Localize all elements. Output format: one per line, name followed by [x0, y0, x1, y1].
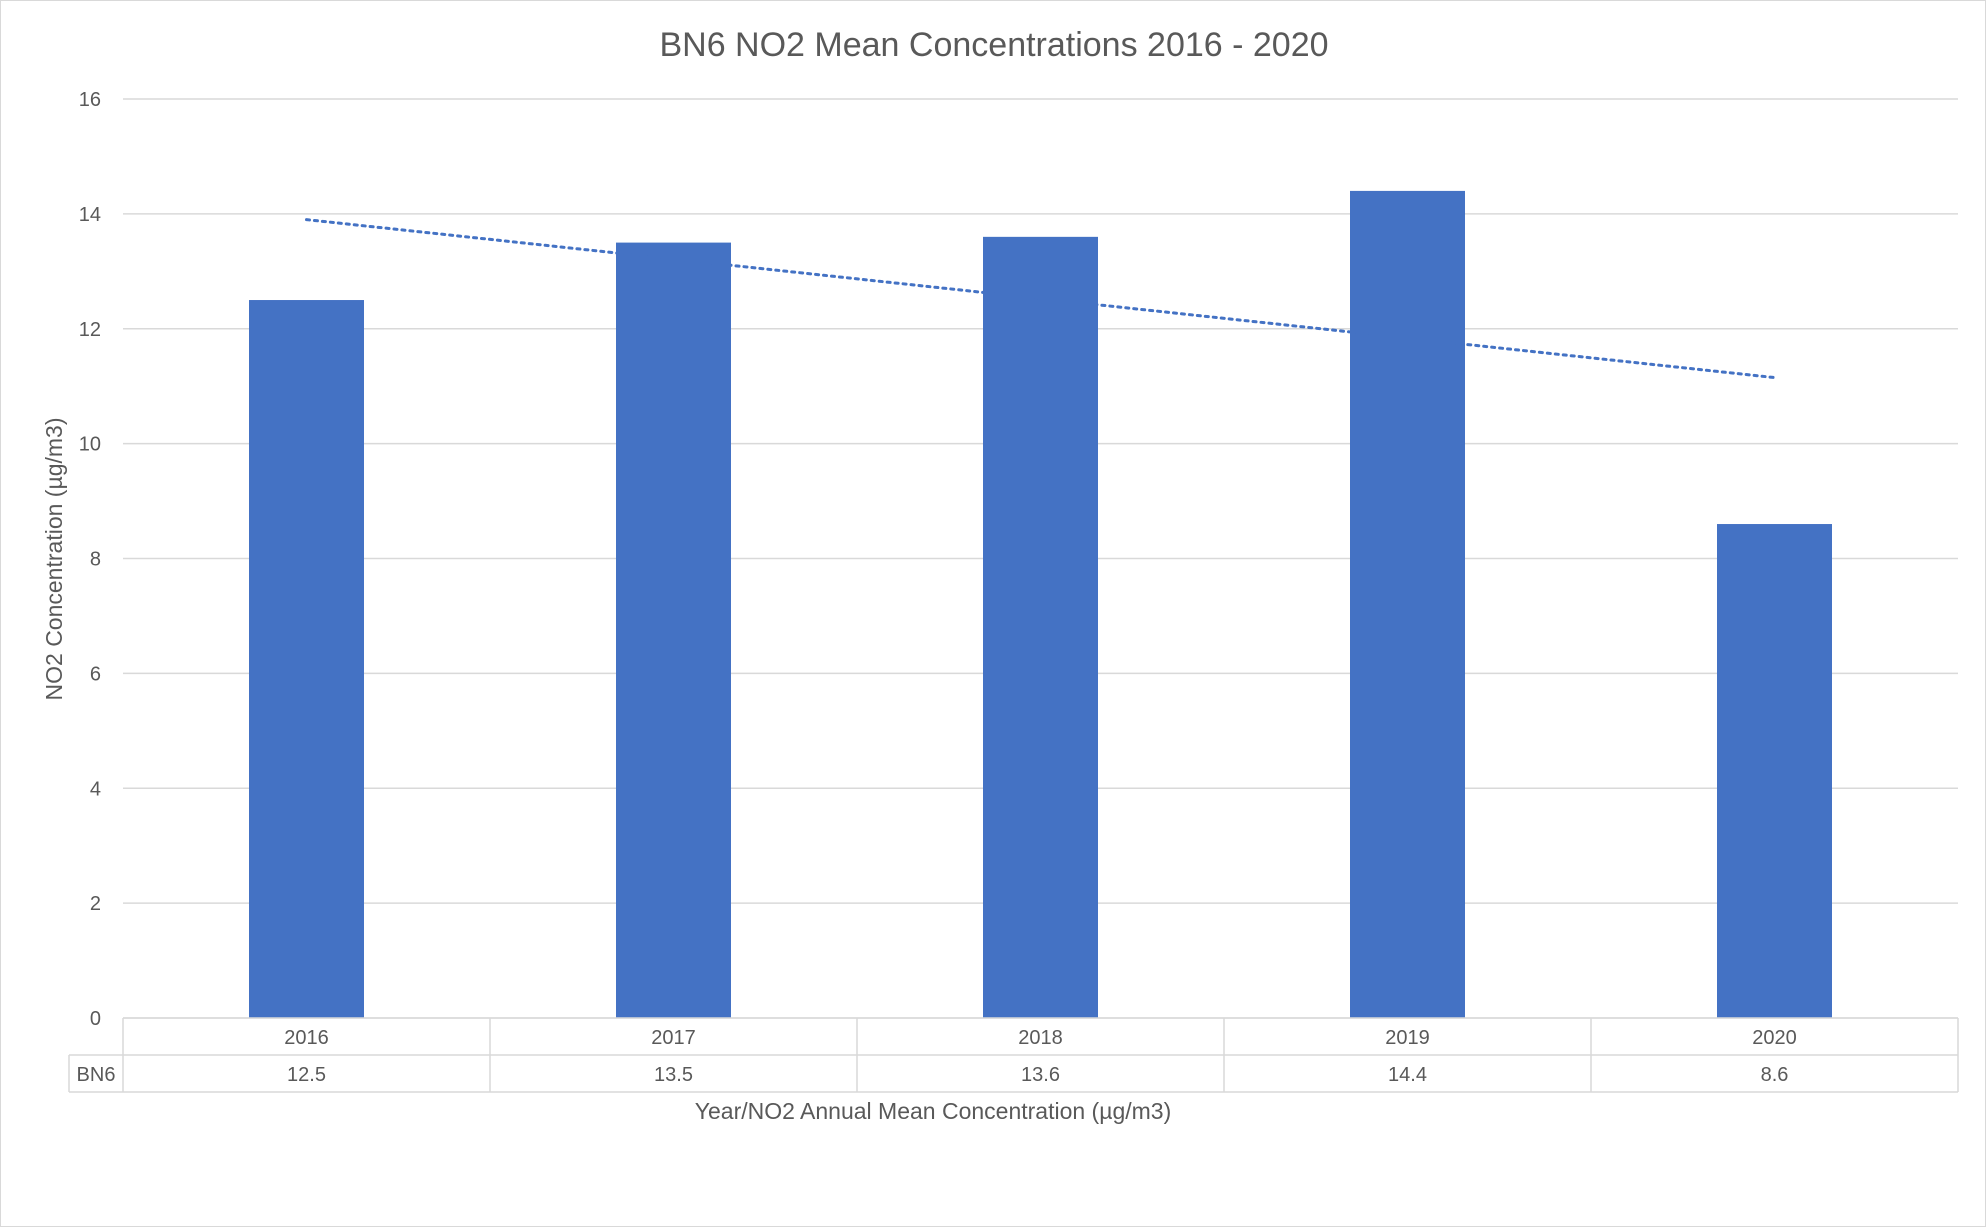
- y-tick-label: 14: [79, 204, 101, 226]
- data-table: 2016 2017 2018 2019 2020 BN6 12.5 13.5 13.6 14.4 8…: [68, 1017, 1959, 1093]
- y-tick-label: 12: [79, 319, 101, 341]
- y-tick-label: 6: [90, 663, 101, 685]
- y-tick-label: 10: [79, 434, 101, 456]
- bar: [249, 300, 364, 1018]
- y-tick-label: 8: [90, 549, 101, 571]
- table-cell-value: 14.4: [1388, 1064, 1427, 1086]
- chart-title: BN6 NO2 Mean Concentrations 2016 - 2020: [659, 26, 1328, 64]
- x-tick-label: 2017: [651, 1027, 696, 1049]
- table-row-label: BN6: [77, 1064, 116, 1086]
- x-tick-label: 2018: [1018, 1027, 1063, 1049]
- trendline-group: [305, 218, 1776, 380]
- bar: [1717, 524, 1832, 1018]
- y-axis-title: NO2 Concentration (µg/m3): [41, 418, 67, 701]
- bar: [1350, 190, 1465, 1018]
- y-tick-label: 0: [90, 1008, 101, 1030]
- bar: [616, 242, 731, 1018]
- trendline: [305, 218, 1776, 380]
- table-cell-value: 13.6: [1021, 1064, 1060, 1086]
- x-axis-title: Year/NO2 Annual Mean Concentration (µg/m…: [695, 1098, 1172, 1124]
- x-tick-label: 2019: [1385, 1027, 1430, 1049]
- y-tick-label: 2: [90, 893, 101, 915]
- table-cell-value: 13.5: [654, 1064, 693, 1086]
- bar: [983, 236, 1098, 1019]
- y-tick-label: 16: [79, 89, 101, 111]
- bars: [249, 190, 1832, 1019]
- x-tick-label: 2020: [1752, 1027, 1797, 1049]
- table-cell-value: 12.5: [287, 1064, 326, 1086]
- y-tick-label: 4: [90, 778, 101, 800]
- y-axis-ticks: 0 2 4 6 8 10 12 14 16: [79, 89, 101, 1030]
- table-cell-value: 8.6: [1761, 1064, 1789, 1086]
- x-tick-label: 2016: [284, 1027, 329, 1049]
